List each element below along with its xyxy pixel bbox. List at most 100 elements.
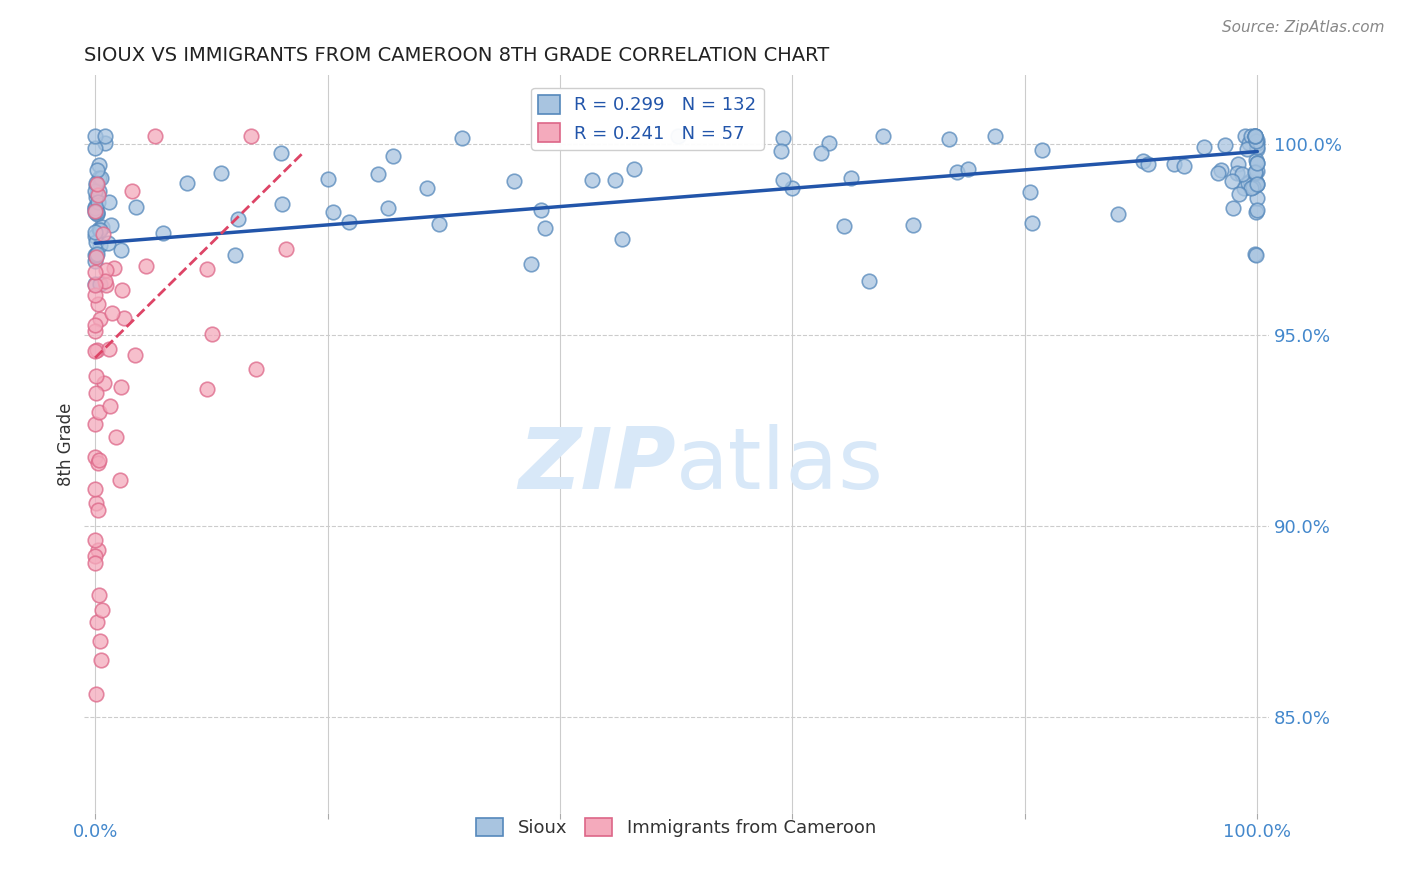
Point bbox=[86, 235, 108, 249]
Point bbox=[84, 229, 107, 244]
Point bbox=[93, 376, 115, 391]
Point bbox=[84, 496, 107, 510]
Point bbox=[276, 242, 298, 256]
Point bbox=[1246, 156, 1268, 170]
Point bbox=[226, 211, 249, 226]
Point bbox=[94, 129, 117, 144]
Point bbox=[124, 348, 146, 362]
Point bbox=[1132, 153, 1154, 168]
Point bbox=[84, 201, 107, 215]
Point bbox=[322, 205, 344, 219]
Point bbox=[98, 343, 121, 357]
Point bbox=[1246, 140, 1268, 154]
Point bbox=[84, 141, 107, 155]
Point bbox=[832, 219, 855, 233]
Point bbox=[84, 205, 107, 219]
Point bbox=[1233, 129, 1256, 144]
Point bbox=[245, 362, 267, 376]
Point bbox=[1018, 186, 1040, 200]
Point bbox=[84, 254, 107, 268]
Point bbox=[86, 206, 108, 220]
Point bbox=[1136, 157, 1159, 171]
Text: ZIP: ZIP bbox=[519, 425, 676, 508]
Point bbox=[1246, 202, 1268, 217]
Point bbox=[86, 205, 108, 219]
Point bbox=[1244, 134, 1267, 148]
Point bbox=[195, 382, 218, 396]
Point bbox=[769, 144, 792, 158]
Point bbox=[1241, 180, 1264, 194]
Point bbox=[209, 166, 232, 180]
Point bbox=[1240, 129, 1263, 144]
Point bbox=[810, 145, 832, 160]
Point bbox=[84, 368, 107, 383]
Point bbox=[90, 171, 112, 186]
Point bbox=[86, 343, 108, 357]
Point bbox=[84, 324, 107, 338]
Point bbox=[89, 311, 111, 326]
Point bbox=[1244, 129, 1267, 144]
Point bbox=[780, 181, 803, 195]
Point bbox=[1246, 177, 1268, 191]
Point bbox=[84, 265, 107, 279]
Point bbox=[101, 306, 124, 320]
Point bbox=[84, 483, 107, 497]
Point bbox=[1021, 216, 1043, 230]
Point bbox=[938, 132, 960, 146]
Point bbox=[125, 200, 148, 214]
Point bbox=[100, 218, 122, 232]
Point bbox=[1244, 129, 1267, 144]
Point bbox=[110, 244, 132, 258]
Y-axis label: 8th Grade: 8th Grade bbox=[58, 402, 75, 485]
Point bbox=[87, 221, 110, 235]
Point bbox=[1244, 129, 1267, 144]
Point bbox=[87, 185, 110, 199]
Point bbox=[450, 130, 472, 145]
Point bbox=[1163, 157, 1185, 171]
Point bbox=[534, 221, 557, 235]
Point bbox=[316, 172, 339, 186]
Point bbox=[367, 167, 389, 181]
Point bbox=[84, 417, 107, 431]
Point bbox=[84, 556, 107, 570]
Point bbox=[84, 225, 107, 239]
Point bbox=[195, 262, 218, 277]
Point bbox=[89, 237, 111, 252]
Point bbox=[224, 248, 246, 262]
Point bbox=[87, 588, 110, 602]
Point bbox=[94, 136, 117, 151]
Point bbox=[94, 278, 117, 293]
Point bbox=[603, 173, 626, 187]
Point bbox=[108, 473, 131, 487]
Point bbox=[84, 178, 107, 192]
Point bbox=[84, 277, 107, 291]
Point bbox=[91, 219, 114, 234]
Text: atlas: atlas bbox=[676, 425, 884, 508]
Point bbox=[666, 129, 689, 144]
Point bbox=[91, 603, 114, 617]
Point bbox=[86, 177, 108, 191]
Point bbox=[201, 326, 224, 341]
Point bbox=[143, 129, 166, 144]
Point bbox=[86, 186, 108, 201]
Point bbox=[176, 176, 198, 190]
Point bbox=[1107, 207, 1129, 221]
Point bbox=[956, 162, 979, 177]
Point bbox=[1239, 173, 1261, 187]
Point bbox=[84, 318, 107, 332]
Point bbox=[86, 195, 108, 210]
Point bbox=[1227, 186, 1250, 201]
Point bbox=[1246, 164, 1268, 178]
Text: Source: ZipAtlas.com: Source: ZipAtlas.com bbox=[1222, 20, 1385, 35]
Point bbox=[84, 450, 107, 464]
Point bbox=[1244, 178, 1267, 192]
Point bbox=[105, 429, 128, 443]
Point bbox=[817, 136, 839, 150]
Point bbox=[337, 215, 360, 229]
Point bbox=[90, 653, 112, 667]
Point bbox=[1213, 138, 1236, 153]
Point bbox=[1244, 205, 1267, 219]
Point bbox=[1246, 136, 1268, 150]
Point bbox=[84, 687, 107, 701]
Point bbox=[1173, 160, 1195, 174]
